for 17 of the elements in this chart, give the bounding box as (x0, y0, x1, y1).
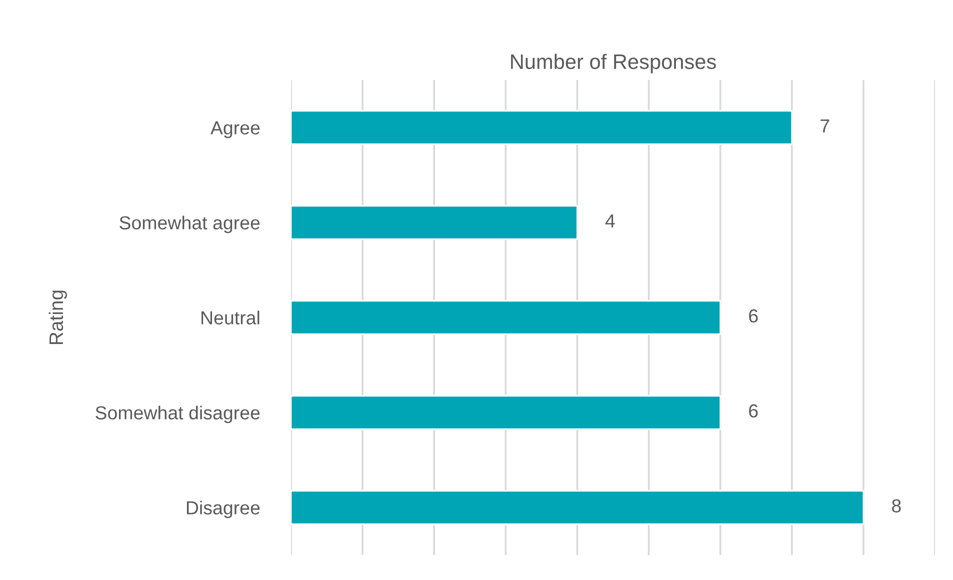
y-axis-title: Rating (48, 290, 67, 344)
y-tick-label: Neutral (202, 310, 260, 324)
bar (291, 300, 722, 335)
bar (291, 110, 793, 145)
y-tick-label: Disagree (186, 500, 260, 518)
chart-title: Number of Responses (511, 54, 716, 74)
data-label: 4 (605, 214, 615, 228)
y-tick-label: Somewhat agree (120, 216, 260, 234)
data-label: 7 (820, 119, 830, 132)
bar (291, 395, 722, 430)
bar (291, 490, 864, 525)
data-label: 6 (749, 404, 758, 418)
y-tick-label: Somewhat disagree (96, 406, 260, 424)
y-tick-label: Agree (210, 121, 260, 138)
data-label: 6 (749, 309, 758, 323)
data-label: 8 (892, 499, 901, 513)
bar (291, 205, 578, 240)
